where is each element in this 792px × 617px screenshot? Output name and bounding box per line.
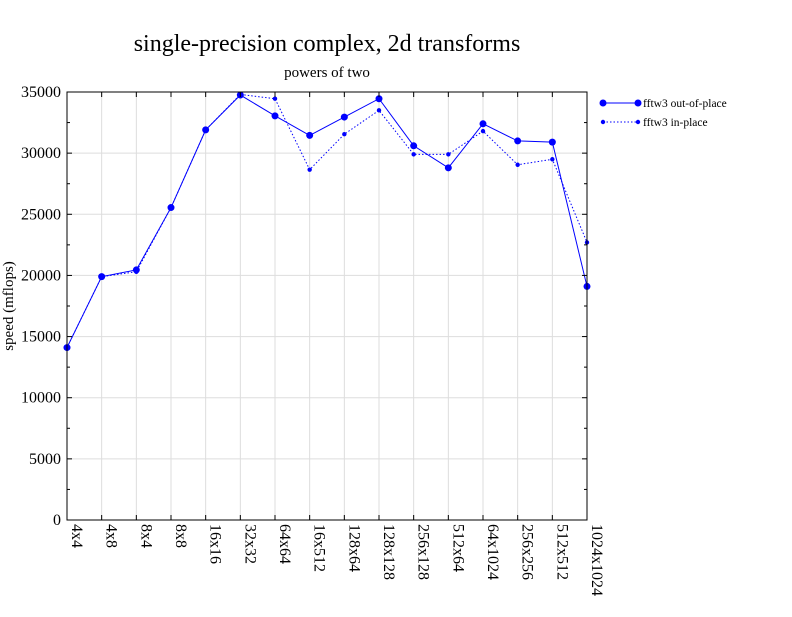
y-tick-label: 5000 [29, 451, 61, 468]
series-1-point [340, 113, 348, 121]
series-1-point [375, 95, 383, 103]
series-1-point [271, 112, 279, 120]
x-tick-label: 64x1024 [484, 524, 501, 580]
series-2-point [550, 157, 555, 162]
series-2-point [99, 274, 104, 279]
series-1-point [410, 142, 418, 150]
series-1-point [548, 138, 556, 146]
x-tick-label: 16x512 [311, 524, 328, 572]
series-2-point [272, 96, 278, 101]
series-1-point [444, 164, 452, 172]
x-tick-label: 256x256 [519, 524, 536, 580]
series-2-point [307, 167, 312, 172]
y-tick-label: 10000 [21, 390, 61, 407]
x-tick-label: 8x8 [172, 524, 189, 548]
legend: fftw3 out-of-place fftw3 in-place [599, 98, 727, 129]
legend-marker [599, 99, 607, 107]
x-tick-label: 4x8 [103, 524, 120, 548]
series-layer [63, 91, 591, 352]
series-line-2 [66, 93, 588, 348]
x-tick-label: 512x512 [553, 524, 570, 580]
series-1-point [306, 131, 314, 139]
series-2-point [168, 205, 174, 210]
legend-label-1: fftw3 out-of-place [643, 98, 727, 110]
y-tick-label: 25000 [21, 206, 61, 223]
y-tick-label: 35000 [21, 84, 61, 101]
series-line-1 [66, 94, 588, 348]
grid-layer [66, 91, 588, 521]
x-tick-label: 128x128 [380, 524, 397, 580]
series-2-point [134, 269, 139, 274]
x-tick-label: 16x16 [207, 524, 224, 564]
series-2-point [446, 152, 451, 157]
legend-marker [635, 119, 641, 125]
y-axis-label: speed (mflops) [1, 261, 17, 351]
series-2-point [376, 108, 382, 113]
x-tick-label: 256x128 [415, 524, 432, 580]
y-tick-label: 30000 [21, 145, 61, 162]
series-1-point [514, 137, 522, 145]
chart-subtitle: powers of two [284, 65, 370, 81]
x-tick-label: 4x4 [68, 524, 85, 548]
x-tick-label: 64x64 [276, 524, 293, 564]
x-tick-label: 1024x1024 [588, 524, 605, 596]
legend-marker [634, 99, 642, 107]
x-tick-label: 32x32 [241, 524, 258, 564]
y-tick-label: 15000 [21, 329, 61, 346]
series-2-point [515, 162, 520, 167]
series-2-point [480, 128, 486, 134]
axis-layer: 0 5000 10000 15000 20000 25000 30000 35000 4x4 4x… [21, 84, 605, 596]
series-2-point [203, 127, 208, 133]
plot-frame [66, 91, 588, 521]
series-2-point [342, 131, 347, 137]
x-tick-label: 512x64 [449, 524, 466, 572]
series-1-point [479, 120, 487, 128]
legend-marker [600, 119, 606, 125]
y-tick-label: 0 [53, 512, 61, 529]
x-tick-label: 8x4 [137, 524, 154, 548]
chart-title: single-precision complex, 2d transforms [134, 31, 521, 57]
x-tick-label: 128x64 [345, 524, 362, 572]
series-2-point [411, 152, 416, 157]
y-tick-label: 20000 [21, 267, 61, 284]
legend-label-2: fftw3 in-place [643, 117, 708, 129]
